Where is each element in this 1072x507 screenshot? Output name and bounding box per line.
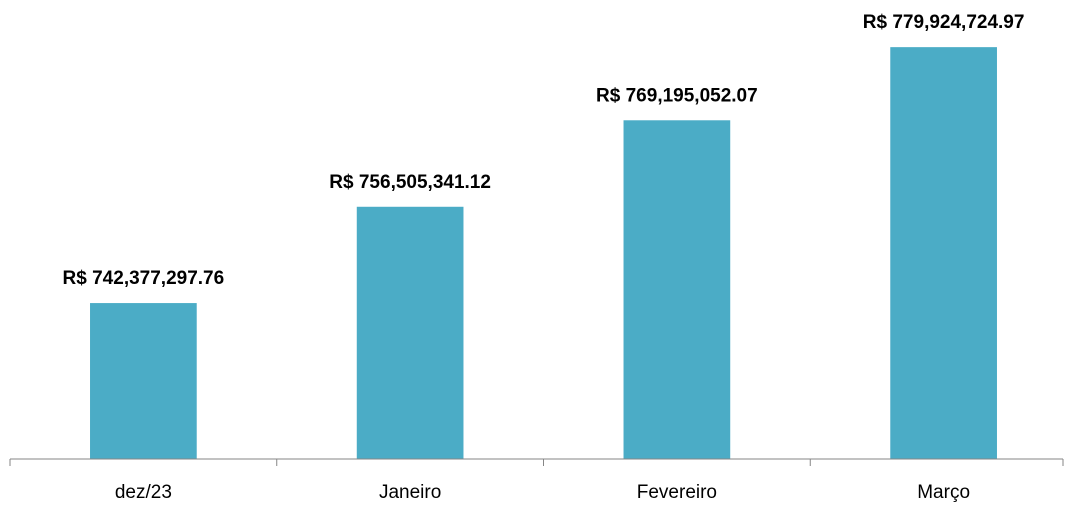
value-label: R$ 756,505,341.12 xyxy=(329,172,491,193)
x-tick-label: Março xyxy=(917,482,970,503)
bar xyxy=(90,303,197,459)
bar xyxy=(623,120,731,459)
x-tick-label: Fevereiro xyxy=(637,482,717,503)
x-tick-label: Janeiro xyxy=(379,482,441,503)
value-label: R$ 742,377,297.76 xyxy=(63,268,225,289)
x-tick-label: dez/23 xyxy=(115,482,172,503)
value-label: R$ 779,924,724.97 xyxy=(863,12,1025,33)
bar xyxy=(356,206,464,459)
value-label: R$ 769,195,052.07 xyxy=(596,85,758,106)
bar xyxy=(890,47,997,459)
